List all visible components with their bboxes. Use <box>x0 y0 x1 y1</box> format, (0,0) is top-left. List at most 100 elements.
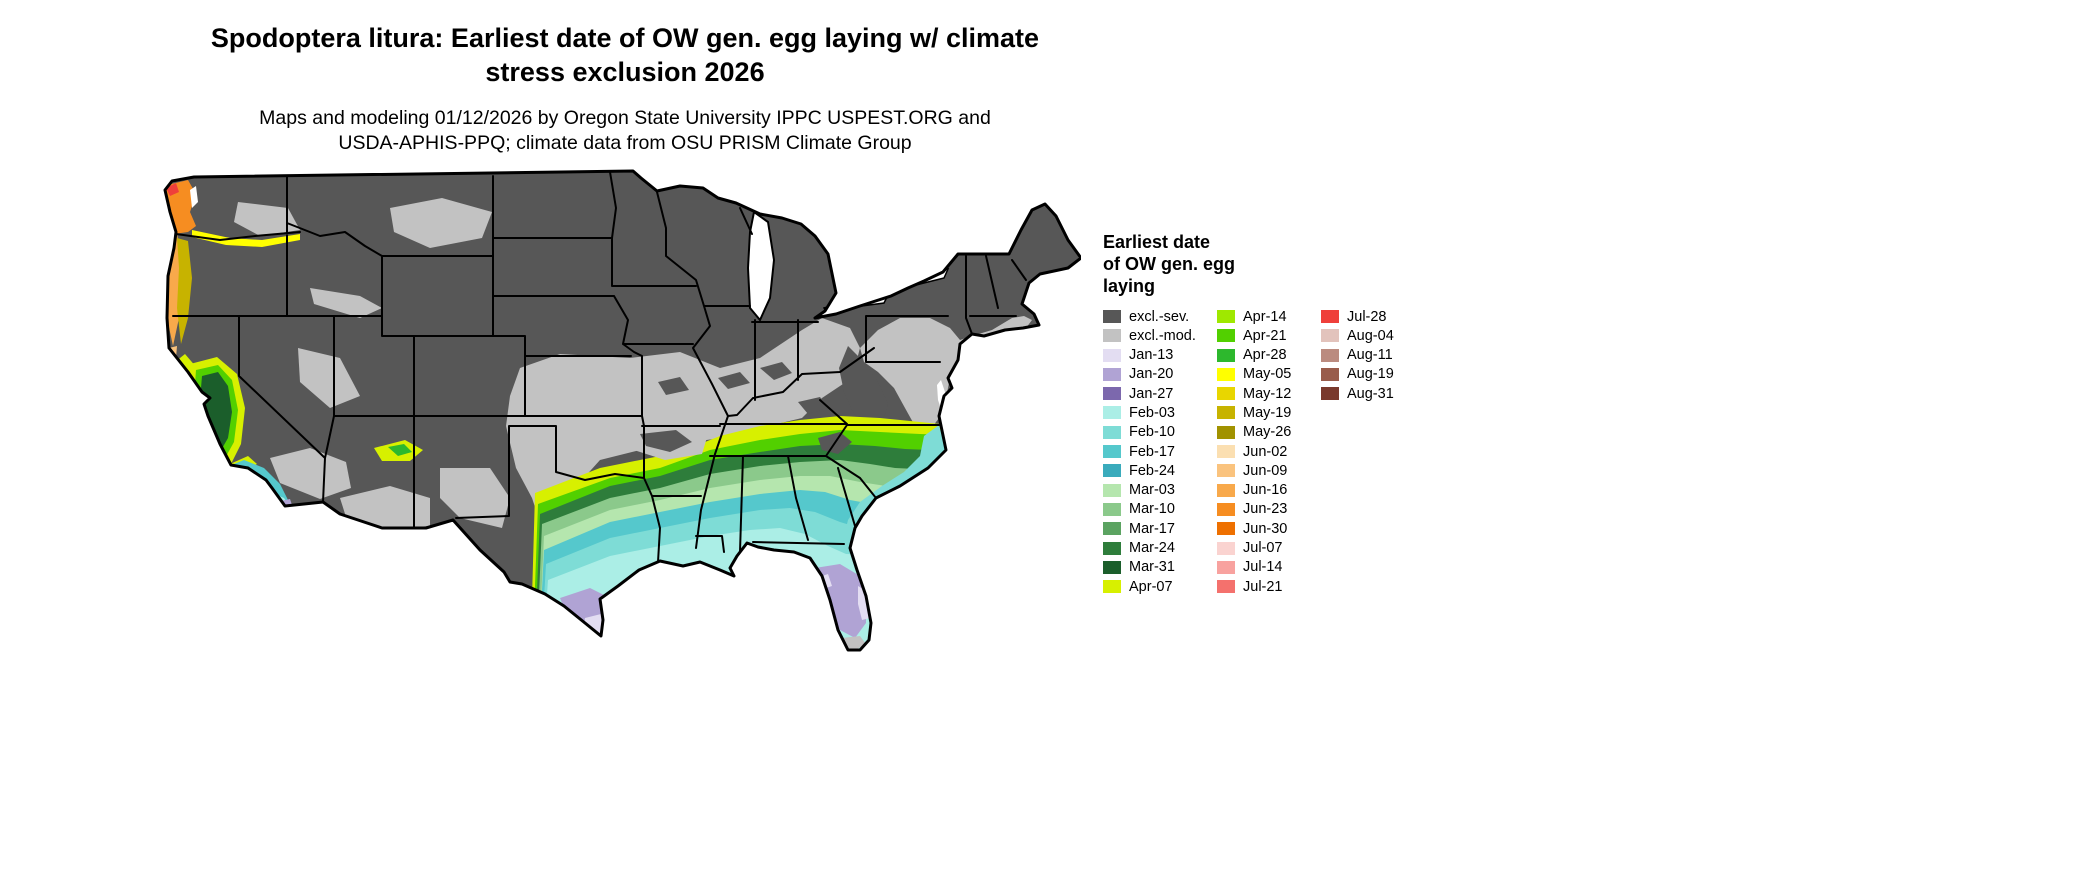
page-title-line2: stress exclusion 2026 <box>485 56 765 87</box>
region-willamette-olive <box>177 238 192 344</box>
legend-label: Mar-17 <box>1129 520 1175 537</box>
legend-label: May-05 <box>1243 366 1292 383</box>
legend-row: May-12 <box>1217 384 1321 403</box>
legend-row: Aug-04 <box>1321 326 1394 345</box>
legend-row: Mar-10 <box>1103 500 1217 519</box>
us-map-svg <box>163 169 1081 652</box>
legend-row: Aug-19 <box>1321 365 1394 384</box>
legend-row: May-05 <box>1217 365 1321 384</box>
legend-label: Jun-30 <box>1243 520 1288 537</box>
legend: Earliest date of OW gen. egg laying excl… <box>1103 232 1394 596</box>
legend-row: Jul-21 <box>1217 577 1321 596</box>
legend-swatch-jun30 <box>1217 522 1235 536</box>
legend-column-3: Jul-28 Aug-04 Aug-11 Aug-19 Aug-31 <box>1321 307 1394 403</box>
legend-swatch-jan20 <box>1103 367 1121 381</box>
title-block: Spodoptera litura: Earliest date of OW g… <box>0 22 1250 157</box>
legend-swatch-mar31 <box>1103 560 1121 574</box>
legend-label: Apr-14 <box>1243 308 1287 325</box>
page-title-line1: Spodoptera litura: Earliest date of OW g… <box>210 23 1040 53</box>
legend-row: May-19 <box>1217 403 1321 422</box>
legend-row: Jun-16 <box>1217 481 1321 500</box>
legend-swatch-jun09 <box>1217 464 1235 478</box>
legend-title: Earliest date of OW gen. egg laying <box>1103 232 1394 298</box>
legend-swatch-mar03 <box>1103 483 1121 497</box>
legend-row: Apr-14 <box>1217 307 1321 326</box>
region-excl-moderate-south-arizona <box>340 486 430 529</box>
lake-michigan <box>746 210 776 322</box>
region-mogollon-green <box>388 444 412 456</box>
legend-row: Mar-03 <box>1103 481 1217 500</box>
legend-row: Feb-24 <box>1103 461 1217 480</box>
legend-swatch-may26 <box>1217 425 1235 439</box>
legend-row: Jul-07 <box>1217 538 1321 557</box>
region-excl-moderate-snake-plain <box>310 288 382 318</box>
us-outline <box>163 169 1081 652</box>
legend-label: Jul-21 <box>1243 578 1283 595</box>
legend-row: Feb-17 <box>1103 442 1217 461</box>
legend-swatch-feb03 <box>1103 406 1121 420</box>
legend-label: Mar-31 <box>1129 559 1175 576</box>
state-borders <box>172 171 1027 563</box>
legend-swatch-apr21 <box>1217 329 1235 343</box>
legend-swatch-apr14 <box>1217 310 1235 323</box>
region-speckle-ohio <box>760 362 792 380</box>
legend-label: May-26 <box>1243 424 1292 441</box>
legend-swatch-excl_sev <box>1103 310 1121 323</box>
us-map <box>160 168 1081 664</box>
legend-label: May-19 <box>1243 404 1292 421</box>
legend-swatch-jul21 <box>1217 580 1235 594</box>
region-speckle-indiana <box>718 372 750 389</box>
legend-swatch-aug11 <box>1321 348 1339 362</box>
legend-swatch-jul14 <box>1217 560 1235 574</box>
legend-swatch-apr07 <box>1103 580 1121 594</box>
legend-row: Mar-17 <box>1103 519 1217 538</box>
legend-label: Jan-13 <box>1129 347 1174 364</box>
legend-label: Mar-10 <box>1129 501 1175 518</box>
region-excl-moderate-mojave <box>270 448 351 499</box>
region-columbia-gorge-yellow <box>192 230 300 247</box>
legend-label: Aug-11 <box>1347 347 1393 364</box>
legend-swatch-feb10 <box>1103 425 1121 439</box>
legend-label: Apr-21 <box>1243 327 1287 344</box>
region-excl-moderate-columbia-basin <box>234 202 300 236</box>
region-excl-moderate-new-mexico <box>440 468 510 528</box>
region-puget-sound <box>190 186 198 208</box>
legend-row: Mar-31 <box>1103 558 1217 577</box>
legend-label: May-12 <box>1243 385 1292 402</box>
legend-columns: excl.-sev. excl.-mod. Jan-13 Jan-20 Jan-27 Fe… <box>1103 307 1394 596</box>
legend-label: Jul-07 <box>1243 540 1283 557</box>
legend-swatch-aug04 <box>1321 329 1339 343</box>
legend-label: Jun-16 <box>1243 482 1288 499</box>
legend-swatch-jan27 <box>1103 387 1121 401</box>
legend-row: Aug-11 <box>1321 345 1394 364</box>
legend-label: Feb-10 <box>1129 424 1175 441</box>
legend-row: Apr-21 <box>1217 326 1321 345</box>
legend-label: Apr-07 <box>1129 578 1173 595</box>
legend-label: Jan-20 <box>1129 366 1174 383</box>
legend-label: Jun-09 <box>1243 462 1288 479</box>
legend-swatch-jun16 <box>1217 483 1235 497</box>
legend-column-2: Apr-14 Apr-21 Apr-28 May-05 May-12 May-19 May-… <box>1217 307 1321 596</box>
legend-swatch-jun02 <box>1217 445 1235 459</box>
legend-label: Jan-27 <box>1129 385 1174 402</box>
region-ozark-severe <box>640 430 692 452</box>
legend-row: Aug-31 <box>1321 384 1394 403</box>
legend-swatch-may19 <box>1217 406 1235 420</box>
legend-row: Feb-10 <box>1103 423 1217 442</box>
legend-swatch-mar17 <box>1103 522 1121 536</box>
legend-label: Feb-03 <box>1129 404 1175 421</box>
legend-swatch-feb24 <box>1103 464 1121 478</box>
legend-swatch-jan13 <box>1103 348 1121 362</box>
legend-label: Feb-24 <box>1129 462 1175 479</box>
legend-row: excl.-mod. <box>1103 326 1217 345</box>
region-excl-moderate-great-basin <box>298 348 360 408</box>
legend-swatch-apr28 <box>1217 348 1235 362</box>
region-olympic-red <box>166 183 179 196</box>
legend-label: Aug-19 <box>1347 366 1394 383</box>
legend-row: Apr-07 <box>1103 577 1217 596</box>
legend-row: Jun-30 <box>1217 519 1321 538</box>
legend-row: Feb-03 <box>1103 403 1217 422</box>
region-appalachian-ridge <box>839 346 888 424</box>
legend-swatch-may12 <box>1217 387 1235 401</box>
legend-row: Jun-23 <box>1217 500 1321 519</box>
